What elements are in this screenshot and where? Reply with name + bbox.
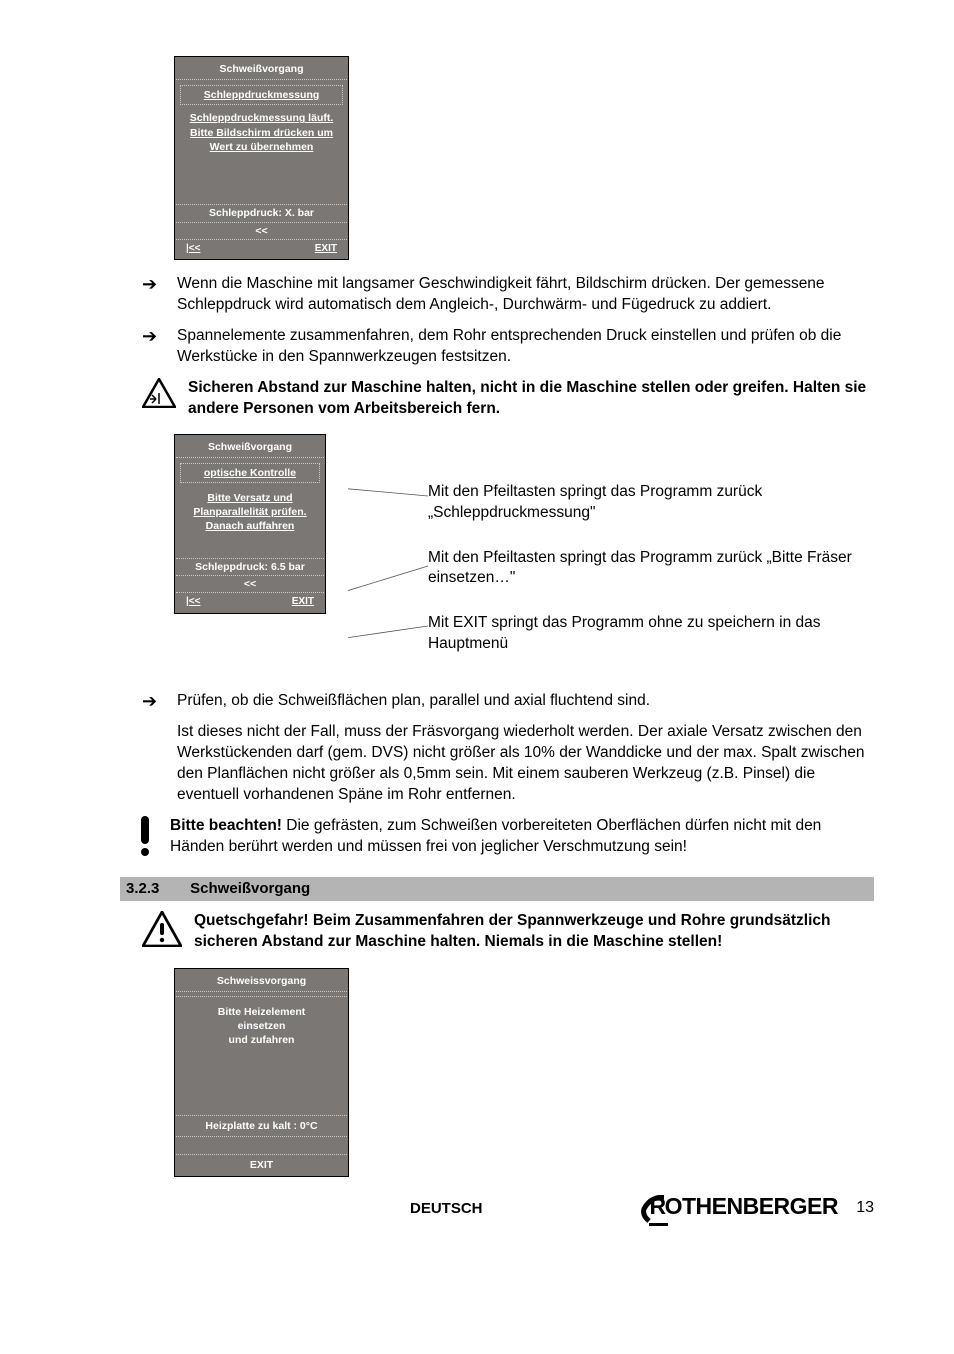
note-1: Bitte beachten! Die gefrästen, zum Schwe…	[136, 816, 874, 863]
screen2-subtitle: optische Kontrolle	[180, 463, 320, 483]
note-1-text: Bitte beachten! Die gefrästen, zum Schwe…	[170, 816, 874, 858]
bullet-3-text: Prüfen, ob die Schweißflächen plan, para…	[177, 691, 874, 712]
lcd-screen-3: Schweissvorgang Bitte Heizelement einset…	[174, 968, 349, 1178]
warning-1: Sicheren Abstand zur Maschine halten, ni…	[142, 378, 874, 420]
footer-page-number: 13	[856, 1197, 874, 1219]
para-4: Ist dieses nicht der Fall, muss der Fräs…	[177, 722, 874, 806]
screen3-result: Heizplatte zu kalt : 0°C	[176, 1116, 347, 1137]
screen1-subtitle: Schleppdruckmessung	[180, 85, 343, 105]
screen1-footer: |<< EXIT	[176, 240, 347, 259]
screen1-arrows: <<	[176, 223, 347, 240]
screen2-arrows: <<	[176, 576, 324, 593]
screen2-title: Schweißvorgang	[176, 438, 324, 458]
label-2: Mit den Pfeiltasten springt das Programm…	[428, 548, 874, 590]
screen2-result: Schleppdruck: 6.5 bar	[176, 559, 324, 576]
screen2-back: |<<	[186, 595, 200, 609]
bullet-2-text: Spannelemente zusammenfahren, dem Rohr e…	[177, 326, 874, 368]
screen3-spacer	[176, 1137, 347, 1155]
screen3-exit: EXIT	[176, 1155, 347, 1175]
footer-brand: RROTHENBERGEROTHENBERGER	[649, 1191, 838, 1225]
label-3: Mit EXIT springt das Programm ohne zu sp…	[428, 613, 874, 655]
figure-labels: Mit den Pfeiltasten springt das Programm…	[428, 434, 874, 680]
section-heading: 3.2.3 Schweißvorgang	[120, 877, 874, 901]
screen3-title: Schweissvorgang	[176, 972, 347, 992]
section-number: 3.2.3	[126, 879, 186, 899]
screen2-exit: EXIT	[292, 595, 314, 609]
screen1-message: Schleppdruckmessung läuft. Bitte Bildsch…	[176, 111, 347, 205]
bullet-1: ➔ Wenn die Maschine mit langsamer Geschw…	[142, 274, 874, 316]
lcd-screen-2: Schweißvorgang optische Kontrolle Bitte …	[174, 434, 326, 614]
label-1: Mit den Pfeiltasten springt das Programm…	[428, 482, 874, 524]
screen3-message: Bitte Heizelement einsetzen und zufahren	[176, 996, 347, 1116]
screen1-title: Schweißvorgang	[176, 60, 347, 80]
screen2-footer: |<< EXIT	[176, 593, 324, 612]
screen1-result: Schleppdruck: X. bar	[176, 205, 347, 222]
lcd-screen-1: Schweißvorgang Schleppdruckmessung Schle…	[174, 56, 349, 260]
footer-language: DEUTSCH	[410, 1199, 483, 1219]
bullet-3: ➔ Prüfen, ob die Schweißflächen plan, pa…	[142, 691, 874, 712]
page-footer: DEUTSCH RROTHENBERGEROTHENBERGER 13	[80, 1195, 874, 1225]
section-title: Schweißvorgang	[190, 880, 310, 897]
bullet-1-text: Wenn die Maschine mit langsamer Geschwin…	[177, 274, 874, 316]
arrow-icon: ➔	[142, 274, 162, 316]
screen1-back: |<<	[186, 242, 200, 256]
warning-1-text: Sicheren Abstand zur Maschine halten, ni…	[188, 378, 874, 420]
exclamation-icon	[136, 816, 162, 863]
warning-2-text: Quetschgefahr! Beim Zusammenfahren der S…	[194, 911, 874, 953]
figure-screen2: Schweißvorgang optische Kontrolle Bitte …	[142, 434, 874, 680]
arrow-icon: ➔	[142, 326, 162, 368]
warning-triangle-icon	[142, 911, 186, 954]
bullet-2: ➔ Spannelemente zusammenfahren, dem Rohr…	[142, 326, 874, 368]
warning-triangle-icon	[142, 378, 180, 415]
warning-2: Quetschgefahr! Beim Zusammenfahren der S…	[142, 911, 874, 954]
screen1-exit: EXIT	[315, 242, 337, 256]
arrow-icon: ➔	[142, 691, 162, 712]
screen2-message: Bitte Versatz und Planparallelität prüfe…	[176, 489, 324, 559]
